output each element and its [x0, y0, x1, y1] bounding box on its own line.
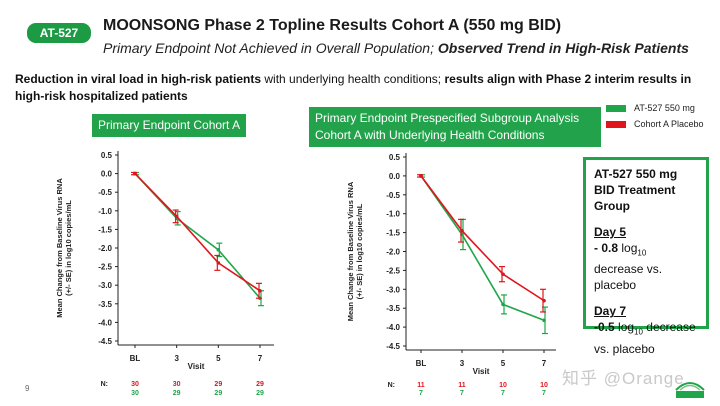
y-tick-label: -4.0: [98, 318, 112, 327]
y-tick-label: -2.0: [98, 244, 112, 253]
n-placebo: 30: [173, 381, 181, 388]
y-tick-label: -3.0: [98, 281, 112, 290]
y-tick-label: -0.5: [386, 191, 400, 200]
x-tick-label: 5: [216, 354, 221, 363]
data-point: [216, 261, 221, 265]
slide-subtitle: Primary Endpoint Not Achieved in Overall…: [103, 40, 689, 56]
y-tick-label: -1.0: [386, 210, 400, 219]
legend-item-treatment: AT-527 550 mg: [606, 100, 704, 116]
summary-box: AT-527 550 mg BID Treatment Group Day 5 …: [583, 157, 709, 356]
y-axis-title: Mean Change from Baseline Virus RNA(+/- …: [55, 178, 73, 318]
y-tick-label: -3.5: [98, 300, 112, 309]
data-point: [133, 171, 137, 176]
data-point: [216, 248, 221, 252]
y-tick-label: -4.5: [98, 337, 112, 346]
watermark: 知乎 @Orange: [562, 369, 685, 388]
n-label: N:: [388, 382, 395, 389]
n-treatment: 7: [419, 390, 423, 397]
x-tick-label: 5: [501, 359, 506, 368]
y-tick-label: 0.5: [101, 151, 113, 160]
y-tick-label: -4.5: [386, 342, 400, 351]
series-line-1: [134, 173, 261, 292]
legend-swatch-placebo: [606, 120, 626, 128]
n-label: N:: [101, 381, 108, 388]
y-tick-label: -2.0: [386, 248, 400, 257]
n-treatment: 7: [460, 390, 464, 397]
n-placebo: 11: [417, 382, 425, 389]
series-line-0: [420, 175, 545, 322]
data-point: [501, 272, 505, 276]
legend-swatch-treatment: [606, 104, 626, 112]
chart-legend: AT-527 550 mg Cohort A Placebo: [606, 100, 704, 132]
y-tick-label: -1.0: [98, 207, 112, 216]
legend-item-placebo: Cohort A Placebo: [606, 116, 704, 132]
x-tick-label: 3: [460, 359, 465, 368]
chart-right: 0.5 0.0 -0.5 -1.0 -1.5 -2.0 -2.5 -3.0 -3.5 -4.0 -4…: [346, 153, 556, 397]
n-treatment: 30: [131, 390, 139, 397]
y-tick-label: 0.5: [389, 153, 401, 162]
series-line-1: [420, 175, 545, 302]
y-tick-label: -0.5: [98, 188, 112, 197]
x-tick-label: 3: [174, 354, 179, 363]
n-treatment: 29: [256, 390, 264, 397]
x-tick-label: BL: [130, 354, 141, 363]
summary-day5-text: - 0.8 log10 decrease vs. placebo: [594, 241, 663, 293]
y-tick-label: -1.5: [386, 229, 400, 238]
n-placebo: 30: [131, 381, 139, 388]
y-tick-label: 0.0: [389, 172, 401, 181]
x-axis-title: Visit: [188, 362, 205, 371]
n-placebo: 10: [540, 382, 548, 389]
panel-label-left: Primary Endpoint Cohort A: [92, 114, 247, 137]
n-placebo: 29: [256, 381, 264, 388]
x-tick-label: 7: [258, 354, 263, 363]
n-placebo: 29: [214, 381, 222, 388]
product-badge: AT-527: [27, 23, 91, 43]
y-tick-label: -3.5: [386, 304, 400, 313]
y-tick-label: -2.5: [98, 263, 112, 272]
chart-left: 0.5 0.0 -0.5 -1.0 -1.5 -2.0 -2.5 -3.0 -3.5 -4.0 -4…: [55, 151, 274, 397]
summary-heading: AT-527 550 mg BID Treatment Group: [594, 167, 678, 213]
data-point: [501, 302, 505, 307]
y-tick-label: -1.5: [98, 225, 112, 234]
x-tick-label: 7: [542, 359, 547, 368]
data-point: [542, 318, 546, 323]
n-placebo: 10: [499, 382, 507, 389]
intro-text: Reduction in viral load in high-risk pat…: [15, 72, 692, 103]
panel-label-right: Primary Endpoint Prespecified Subgroup A…: [309, 107, 601, 147]
summary-day5-title: Day 5: [594, 225, 627, 239]
data-point: [460, 228, 464, 233]
y-tick-label: -3.0: [386, 285, 400, 294]
data-point: [174, 214, 179, 219]
atea-logo-icon: [675, 382, 705, 398]
summary-day7-text: -0.5 log10 decrease vs. placebo: [594, 320, 696, 356]
page-number: 9: [25, 384, 30, 393]
y-tick-label: 0.0: [101, 170, 113, 179]
n-treatment: 7: [542, 390, 546, 397]
n-treatment: 7: [501, 390, 505, 397]
data-point: [419, 174, 423, 178]
x-tick-label: BL: [416, 359, 427, 368]
x-axis-title: Visit: [473, 367, 490, 376]
slide-title: MOONSONG Phase 2 Topline Results Cohort …: [103, 17, 562, 34]
y-tick-label: -4.0: [386, 323, 400, 332]
y-tick-label: -2.5: [386, 266, 400, 275]
data-point: [542, 298, 546, 303]
n-placebo: 11: [458, 382, 466, 389]
data-point: [258, 288, 262, 293]
y-axis-title: Mean Change from Baseline Virus RNA(+/- …: [346, 181, 364, 321]
summary-day7-title: Day 7: [594, 304, 627, 319]
n-treatment: 29: [173, 390, 181, 397]
n-treatment: 29: [214, 390, 222, 397]
